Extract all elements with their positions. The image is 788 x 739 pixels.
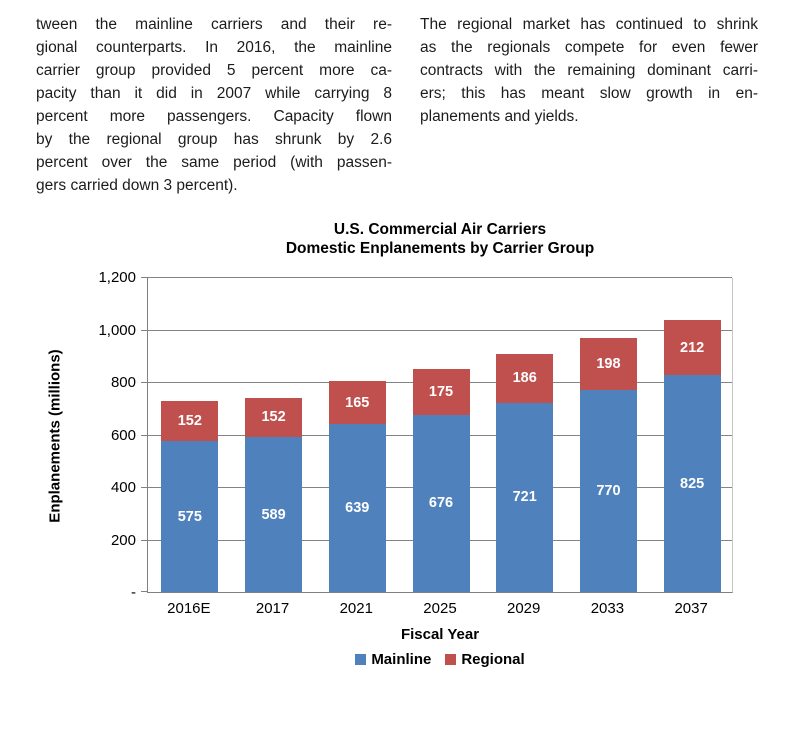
plot-area: 575 152 589 152 639 165 676 175 721 186 770 198 825 2… <box>141 277 733 593</box>
y-tick-mark <box>141 487 148 488</box>
mainline-bar-segment: 676 <box>412 414 470 592</box>
y-tick-label: 1,200 <box>98 269 136 286</box>
mainline-bar-segment: 825 <box>663 375 721 592</box>
text-line: ers; this has meant slow growth in en- <box>420 85 758 102</box>
bar-value-label: 165 <box>345 394 370 411</box>
legend-entry-mainline: Mainline <box>355 651 431 668</box>
text-line: gional counterparts. In 2016, the mainli… <box>36 39 392 56</box>
y-tick-label: 400 <box>110 479 136 496</box>
y-tick-mark <box>141 591 148 592</box>
bar-value-label: 175 <box>428 383 454 400</box>
bar-value-label: 212 <box>680 339 705 356</box>
x-axis-title: Fiscal Year <box>400 626 480 643</box>
regional-bar-segment: 152 <box>161 401 219 442</box>
legend-entry-regional: Regional <box>445 651 525 668</box>
bar-value-label: 721 <box>512 489 537 506</box>
y-tick-label: 600 <box>110 426 136 444</box>
bar-value-label: 639 <box>345 500 370 517</box>
bar-value-label: 589 <box>261 506 286 523</box>
x-tick-label: 2016E <box>167 600 211 617</box>
mainline-bar-segment: 721 <box>496 402 554 592</box>
chart-title-line2: Domestic Enplanements by Carrier Group <box>285 240 595 257</box>
regional-bar-segment: 152 <box>245 397 303 438</box>
bar-value-label: 676 <box>428 495 454 512</box>
bar-value-label: 186 <box>512 370 537 387</box>
x-axis-labels: 2016E 2017 2021 2025 2029 2033 2037 <box>147 600 733 620</box>
chart-legend: Mainline Regional <box>147 651 733 668</box>
text-line: carrier group provided 5 percent more ca… <box>36 62 392 79</box>
bar-value-label: 152 <box>177 413 202 430</box>
legend-label: Mainline <box>371 651 432 668</box>
bar-value-label: 770 <box>596 482 621 499</box>
mainline-bar-segment: 770 <box>579 389 637 592</box>
regional-bar-segment: 165 <box>328 380 386 425</box>
bar-value-label: 198 <box>596 355 621 372</box>
mainline-bar-segment: 575 <box>161 441 219 592</box>
text-line: by the regional group has shrunk by 2.6 <box>36 131 392 148</box>
x-tick-label: 2037 <box>674 600 708 617</box>
y-tick-mark <box>141 329 148 331</box>
text-line: contracts with the remaining dominant ca… <box>420 62 758 79</box>
bar-value-label: 575 <box>177 508 202 525</box>
chart-title: U.S. Commercial Air Carriers Domestic En… <box>140 220 740 258</box>
y-tick-label: 1,000 <box>98 321 136 339</box>
y-axis-labels: - 200 400 600 800 1,000 1,200 <box>40 269 138 601</box>
mainline-legend-swatch-icon <box>355 654 367 665</box>
text-line: The regional market has continued to shr… <box>420 16 758 33</box>
text-line: percent over the same period (with passe… <box>36 154 392 171</box>
regional-bar-segment: 198 <box>579 337 637 390</box>
bar-value-label: 825 <box>680 475 705 492</box>
text-line: gers carried down 3 percent). <box>36 177 238 194</box>
text-line: as the regionals compete for even fewer <box>420 39 758 56</box>
x-tick-label: 2033 <box>590 600 625 617</box>
regional-bar-segment: 212 <box>663 319 721 376</box>
text-line: tween the mainline carriers and their re… <box>36 16 392 33</box>
mainline-bar-segment: 589 <box>245 437 303 592</box>
chart-title-line1: U.S. Commercial Air Carriers <box>333 221 547 238</box>
regional-bar-segment: 186 <box>496 353 554 403</box>
body-paragraph-right: The regional market has continued to shr… <box>420 13 758 128</box>
mainline-bar-segment: 639 <box>328 424 386 592</box>
x-tick-label: 2025 <box>423 600 457 617</box>
legend-label: Regional <box>461 651 525 668</box>
gridline <box>148 277 732 278</box>
text-line: pacity than it did in 2007 while carryin… <box>36 85 392 102</box>
y-tick-mark <box>141 382 148 383</box>
x-tick-label: 2029 <box>507 600 541 617</box>
text-line: planements and yields. <box>420 108 579 125</box>
body-paragraph-left: tween the mainline carriers and their re… <box>36 13 392 197</box>
y-tick-label: 800 <box>110 374 136 391</box>
y-tick-mark <box>141 434 148 436</box>
text-line: percent more passengers. Capacity flown <box>36 108 392 125</box>
y-tick-mark <box>141 277 148 278</box>
y-tick-label: 200 <box>110 531 136 549</box>
bar-value-label: 152 <box>261 409 286 426</box>
y-tick-mark <box>141 539 148 541</box>
y-tick-label: - <box>131 584 136 601</box>
regional-legend-swatch-icon <box>445 654 457 665</box>
gridline <box>148 329 732 331</box>
regional-bar-segment: 175 <box>412 368 470 415</box>
x-tick-label: 2017 <box>255 600 290 617</box>
x-tick-label: 2021 <box>339 600 373 617</box>
